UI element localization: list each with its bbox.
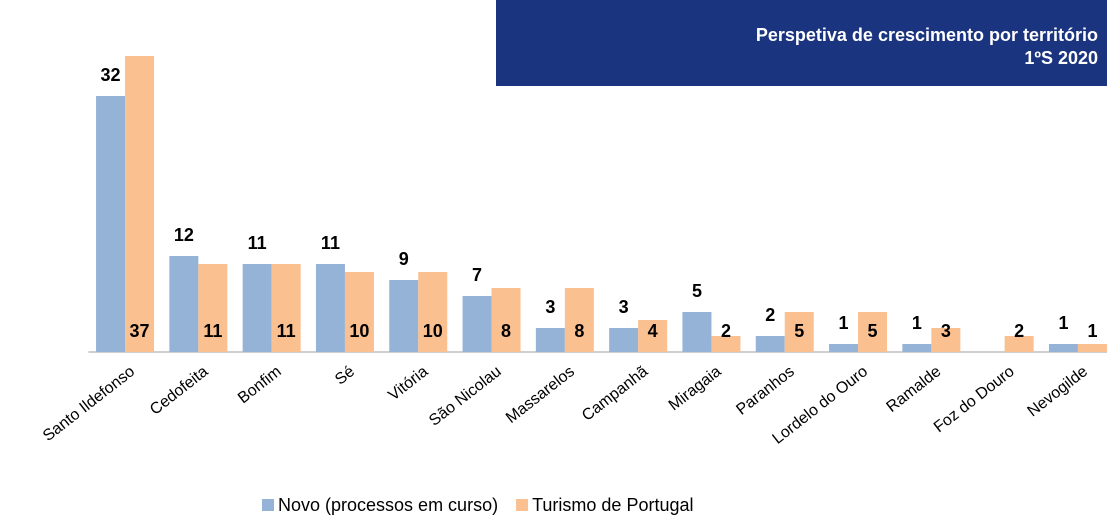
title-box [496, 0, 1107, 86]
bar [711, 336, 741, 352]
value-label: 5 [692, 281, 702, 301]
legend-label: Turismo de Portugal [532, 495, 693, 515]
bar [564, 288, 594, 352]
legend-label: Novo (processos em curso) [278, 495, 498, 515]
bar [242, 264, 272, 352]
x-tick-label: Ramalde [883, 363, 944, 416]
bar [902, 344, 932, 352]
bar [1077, 344, 1107, 352]
value-label: 11 [277, 321, 296, 341]
x-tick-label: Miragaia [666, 363, 725, 414]
value-label: 4 [648, 321, 658, 341]
value-label: 2 [765, 305, 775, 325]
value-label: 2 [721, 321, 731, 341]
value-label: 11 [248, 233, 267, 253]
x-tick-label: Campanhã [579, 363, 651, 425]
legend-swatch [262, 499, 274, 511]
value-label: 1 [1087, 321, 1097, 341]
value-label: 32 [101, 65, 121, 85]
value-label: 5 [794, 321, 804, 341]
x-tick-label: Cedofeita [147, 363, 212, 419]
bar [315, 264, 345, 352]
value-label: 3 [545, 297, 555, 317]
value-label: 12 [174, 225, 194, 245]
value-label: 7 [472, 265, 482, 285]
value-label: 1 [912, 313, 922, 333]
bar [491, 288, 521, 352]
bar [198, 264, 228, 352]
bar [829, 344, 859, 352]
value-label: 11 [321, 233, 340, 253]
bar [638, 320, 668, 352]
value-label: 10 [349, 321, 369, 341]
bar [1004, 336, 1034, 352]
bar [96, 96, 126, 352]
bar [125, 56, 155, 352]
value-label: 37 [130, 321, 150, 341]
x-tick-label: Foz do Douro [931, 363, 1018, 436]
value-label: 2 [1014, 321, 1024, 341]
x-tick-label: Nevogilde [1024, 363, 1091, 420]
bar [535, 328, 565, 352]
chart-subtitle: 1ºS 2020 [1024, 48, 1098, 68]
bar [169, 256, 199, 352]
chart-title: Perspetiva de crescimento por território [756, 25, 1098, 45]
x-tick-label: Sé [332, 363, 358, 389]
bar [755, 336, 785, 352]
value-label: 1 [1058, 313, 1068, 333]
value-label: 8 [574, 321, 584, 341]
bar [682, 312, 712, 352]
value-label: 3 [941, 321, 951, 341]
x-tick-label: Santo Ildefonso [40, 363, 138, 445]
bar [462, 296, 492, 352]
value-label: 9 [399, 249, 409, 269]
x-tick-label: Bonfim [235, 363, 285, 407]
bar [858, 312, 888, 352]
x-tick-label: Vitória [385, 363, 431, 404]
bar [344, 272, 374, 352]
bar [609, 328, 639, 352]
legend-swatch [516, 499, 529, 511]
x-tick-label: Massarelos [503, 363, 578, 427]
value-label: 10 [423, 321, 443, 341]
bar [931, 328, 961, 352]
bar [271, 264, 301, 352]
value-label: 1 [839, 313, 849, 333]
bar [418, 272, 448, 352]
x-tick-label: São Nicolau [426, 363, 504, 430]
x-tick-label: Paranhos [733, 363, 797, 419]
bar [1048, 344, 1078, 352]
bar [784, 312, 814, 352]
bar [389, 280, 419, 352]
value-label: 5 [868, 321, 878, 341]
value-label: 3 [619, 297, 629, 317]
value-label: 11 [203, 321, 222, 341]
value-label: 8 [501, 321, 511, 341]
